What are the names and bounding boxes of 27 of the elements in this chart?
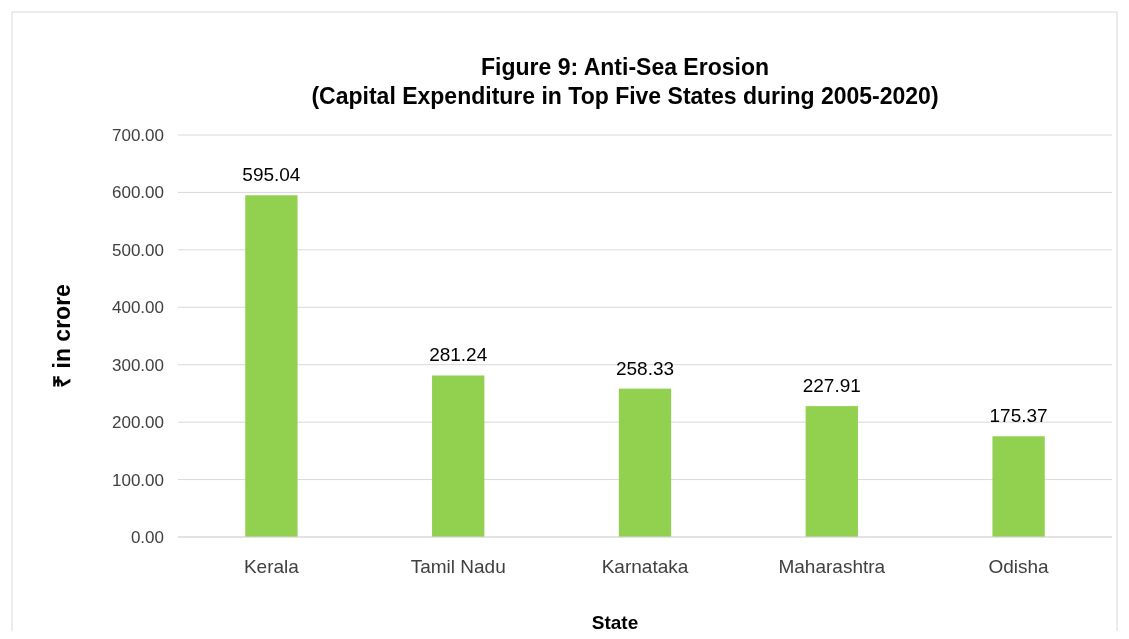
- y-tick-label: 100.00: [112, 470, 164, 490]
- bar: [618, 388, 672, 537]
- data-label: 227.91: [802, 375, 861, 397]
- data-label: 281.24: [429, 344, 488, 366]
- x-tick-label: Odisha: [988, 555, 1050, 577]
- bar: [432, 375, 485, 537]
- y-axis-title: ₹ in crore: [49, 284, 76, 388]
- bar: [805, 406, 858, 537]
- y-tick-label: 0.00: [130, 527, 164, 547]
- x-tick-label: Maharashtra: [778, 555, 886, 577]
- bar: [992, 436, 1045, 537]
- data-label: 595.04: [242, 164, 301, 186]
- chart-subtitle: (Capital Expenditure in Top Five States during 2005-2020): [311, 83, 939, 109]
- y-tick-label: 700.00: [112, 125, 164, 145]
- y-tick-label: 600.00: [112, 183, 164, 203]
- x-tick-label: Kerala: [243, 555, 300, 577]
- y-tick-label: 500.00: [112, 240, 164, 260]
- x-tick-label: Karnataka: [601, 555, 689, 577]
- data-label: 175.37: [989, 405, 1048, 427]
- x-axis-title: State: [591, 611, 639, 633]
- data-label: 258.33: [615, 357, 675, 379]
- bar: [245, 195, 298, 537]
- y-tick-label: 400.00: [112, 298, 164, 318]
- y-tick-label: 300.00: [112, 355, 164, 375]
- x-tick-label: Tamil Nadu: [410, 555, 506, 577]
- y-tick-label: 200.00: [112, 413, 164, 433]
- chart-title: Figure 9: Anti-Sea Erosion: [481, 54, 769, 80]
